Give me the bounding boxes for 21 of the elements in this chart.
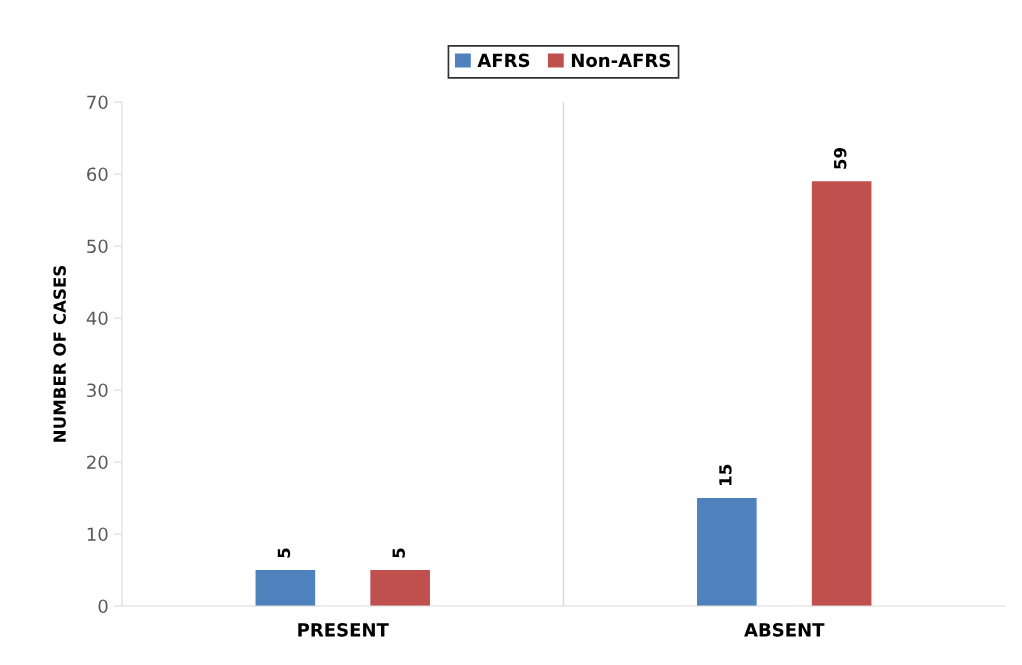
y-tick-label: 0 — [98, 599, 108, 614]
x-tick-label: PRESENT — [298, 622, 389, 637]
bar — [255, 570, 316, 606]
y-tick-label: 20 — [87, 455, 108, 470]
y-tick-label: 60 — [87, 167, 108, 182]
y-axis-title: NUMBER OF CASES — [53, 265, 66, 442]
bar — [811, 181, 872, 606]
y-tick-label: 40 — [86, 311, 108, 326]
bar — [697, 498, 757, 606]
data-label: 15 — [719, 464, 732, 486]
bar — [370, 570, 430, 606]
x-tick-label: ABSENT — [744, 622, 825, 637]
y-tick-label: 50 — [87, 239, 108, 254]
data-label: 5 — [277, 548, 291, 558]
y-tick-label: 70 — [87, 95, 108, 110]
data-label: 5 — [392, 548, 405, 558]
legend-label: AFRS — [477, 53, 530, 68]
y-tick-label: 30 — [87, 383, 108, 398]
legend-label: Non-AFRS — [571, 53, 671, 68]
data-label: 59 — [833, 147, 847, 169]
y-tick-label: 10 — [87, 527, 108, 542]
